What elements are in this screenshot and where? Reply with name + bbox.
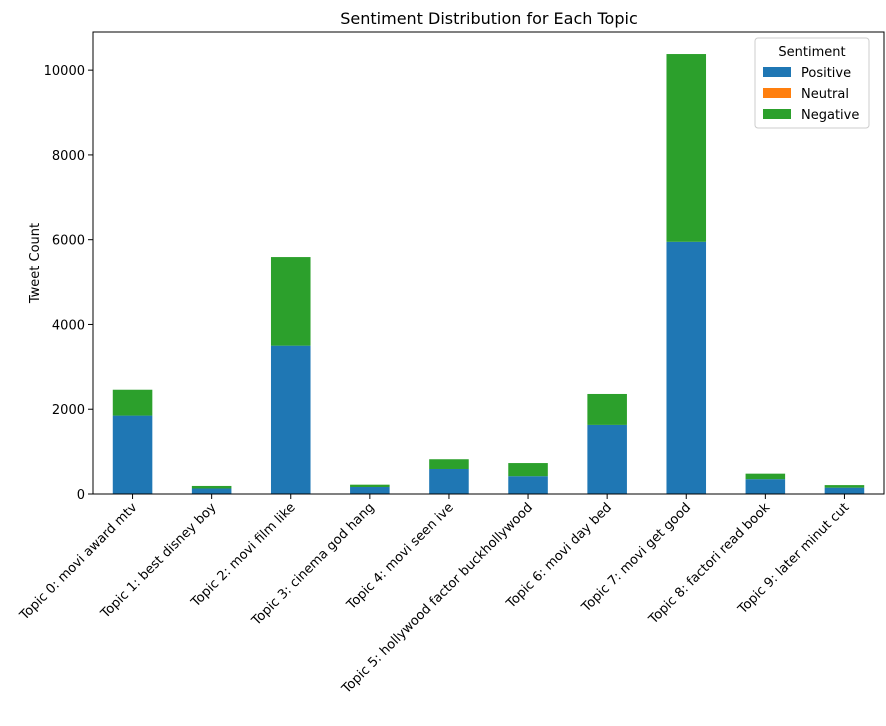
chart-title: Sentiment Distribution for Each Topic [340,9,637,28]
bar-negative-4 [429,459,469,469]
legend-swatch-positive [763,67,791,77]
bar-negative-6 [587,393,627,425]
bar-negative-2 [270,257,311,346]
y-axis-label: Tweet Count [28,223,43,304]
legend-title: Sentiment [778,45,845,60]
bar-negative-5 [508,463,548,477]
bar-negative-7 [666,54,707,242]
legend-box [754,37,870,129]
y-tick-label-0: 0 [77,488,85,503]
bar-negative-3 [350,484,390,488]
y-tick-label-4: 8000 [52,149,85,164]
bar-positive-5 [508,476,548,494]
legend-label-neutral: Neutral [801,87,849,102]
bar-negative-0 [112,389,153,416]
bar-negative-1 [191,485,232,489]
bar-negative-9 [824,485,865,488]
bar-positive-8 [745,479,786,494]
bar-positive-7 [666,241,707,494]
legend-label-positive: Positive [801,66,851,81]
legend-label-negative: Negative [801,108,859,123]
bar-positive-1 [191,488,232,494]
bars-layer [112,54,865,494]
plot-frame [92,31,885,495]
legend-swatch-neutral [763,88,791,98]
y-tick-label-3: 6000 [52,234,85,249]
bar-positive-4 [429,468,469,494]
bar-negative-8 [745,473,786,480]
y-tick-label-2: 4000 [52,318,85,333]
y-tick-label-5: 10000 [44,64,85,79]
y-tick-label-1: 2000 [52,403,85,418]
bar-positive-9 [824,487,865,494]
legend-swatch-negative [763,109,791,119]
y-axis-ticks: 0 2000 4000 6000 8000 10000 [44,64,93,503]
bar-positive-2 [270,345,311,494]
bar-positive-6 [587,424,627,494]
legend: Sentiment Positive Neutral Negative [754,37,870,129]
bar-positive-0 [112,415,153,494]
bar-positive-3 [350,487,390,494]
